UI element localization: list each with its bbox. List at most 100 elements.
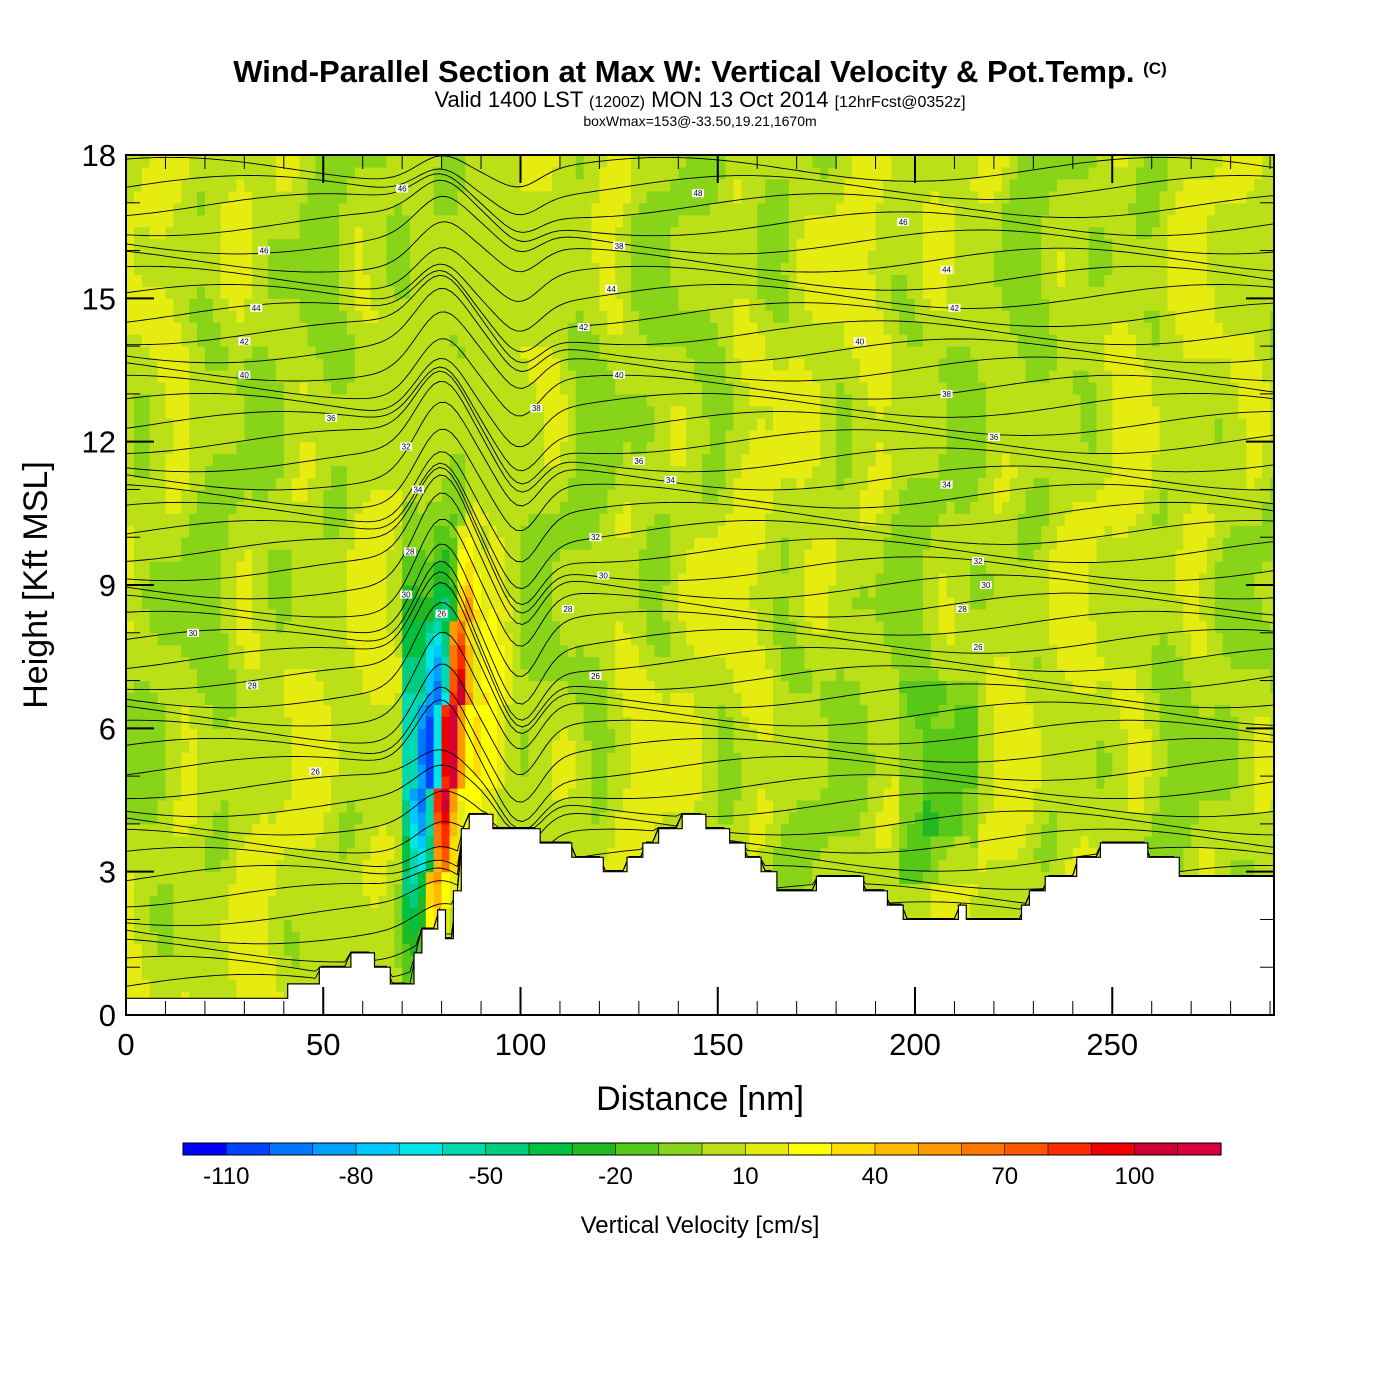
field-cell — [433, 644, 443, 658]
field-cell — [149, 871, 159, 885]
field-cell — [402, 501, 411, 514]
field-cell — [181, 214, 190, 228]
field-cell — [126, 298, 135, 311]
field-cell — [425, 800, 435, 813]
field-cell — [481, 561, 490, 574]
field-cell — [654, 788, 664, 801]
field-cell — [654, 740, 664, 753]
field-cell — [488, 155, 498, 168]
field-cell — [189, 549, 198, 562]
field-cell — [465, 608, 474, 622]
field-cell — [488, 561, 498, 574]
field-cell — [504, 346, 514, 359]
field-cell — [362, 393, 372, 407]
field-cell — [315, 477, 324, 490]
field-cell — [197, 823, 206, 837]
field-cell — [204, 740, 214, 753]
field-cell — [283, 811, 293, 825]
field-cell — [157, 788, 167, 801]
field-cell — [504, 393, 514, 407]
field-cell — [457, 441, 466, 455]
field-cell — [189, 991, 198, 1004]
field-cell — [323, 573, 332, 586]
field-cell — [197, 286, 206, 299]
field-cell — [236, 752, 245, 765]
field-cell — [441, 250, 451, 264]
field-cell — [283, 943, 293, 956]
field-cell — [560, 178, 569, 192]
field-cell — [457, 190, 466, 204]
field-cell — [283, 334, 293, 347]
field-cell — [339, 393, 348, 407]
field-cell — [220, 322, 230, 335]
field-cell — [370, 585, 380, 598]
field-cell — [654, 417, 664, 431]
field-cell — [425, 226, 435, 240]
field-cell — [552, 453, 561, 467]
field-cell — [599, 214, 608, 228]
field-cell — [378, 716, 387, 729]
field-cell — [331, 620, 340, 634]
field-cell — [386, 585, 395, 598]
field-cell — [157, 310, 167, 323]
field-cell — [560, 286, 569, 299]
field-cell — [607, 847, 616, 861]
field-cell — [417, 393, 427, 407]
field-cell — [252, 656, 261, 670]
field-cell — [275, 561, 285, 574]
field-cell — [481, 334, 490, 347]
field-cell — [165, 561, 174, 574]
field-cell — [268, 871, 277, 885]
field-cell — [291, 155, 301, 168]
field-cell — [260, 155, 269, 168]
field-cell — [378, 274, 387, 287]
field-cell — [567, 298, 577, 311]
field-cell — [236, 811, 245, 825]
field-cell — [252, 561, 261, 574]
field-cell — [528, 561, 537, 574]
field-cell — [204, 585, 214, 598]
field-cell — [615, 585, 624, 598]
field-cell — [299, 764, 309, 777]
field-cell — [181, 967, 190, 980]
field-cell — [481, 429, 490, 443]
field-cell — [536, 513, 545, 526]
field-cell — [346, 262, 356, 275]
field-cell — [615, 274, 624, 287]
field-cell — [323, 298, 332, 311]
field-cell — [173, 178, 182, 192]
field-cell — [552, 370, 561, 383]
field-cell — [252, 226, 261, 240]
field-cell — [417, 907, 427, 920]
field-cell — [567, 501, 577, 514]
field-cell — [307, 226, 316, 240]
field-cell — [410, 668, 419, 682]
field-cell — [157, 943, 167, 956]
field-cell — [346, 286, 356, 299]
field-cell — [552, 238, 561, 252]
field-cell — [615, 788, 624, 801]
field-cell — [410, 585, 419, 598]
field-cell — [173, 740, 182, 753]
field-cell — [394, 477, 403, 490]
field-cell — [394, 417, 403, 431]
field-cell — [299, 716, 309, 729]
field-cell — [520, 513, 529, 526]
field-cell — [417, 429, 427, 443]
field-cell — [654, 238, 664, 252]
field-cell — [457, 573, 466, 586]
field-cell — [473, 262, 482, 275]
field-cell — [133, 166, 143, 180]
field-cell — [394, 608, 403, 622]
field-cell — [575, 561, 585, 574]
field-cell — [457, 668, 466, 682]
field-cell — [481, 202, 490, 216]
field-cell — [189, 895, 198, 909]
field-cell — [520, 358, 529, 371]
field-cell — [291, 465, 301, 479]
field-cell — [552, 764, 561, 777]
field-cell — [433, 740, 443, 753]
field-cell — [528, 441, 537, 455]
field-cell — [212, 764, 222, 777]
field-cell — [599, 835, 608, 849]
